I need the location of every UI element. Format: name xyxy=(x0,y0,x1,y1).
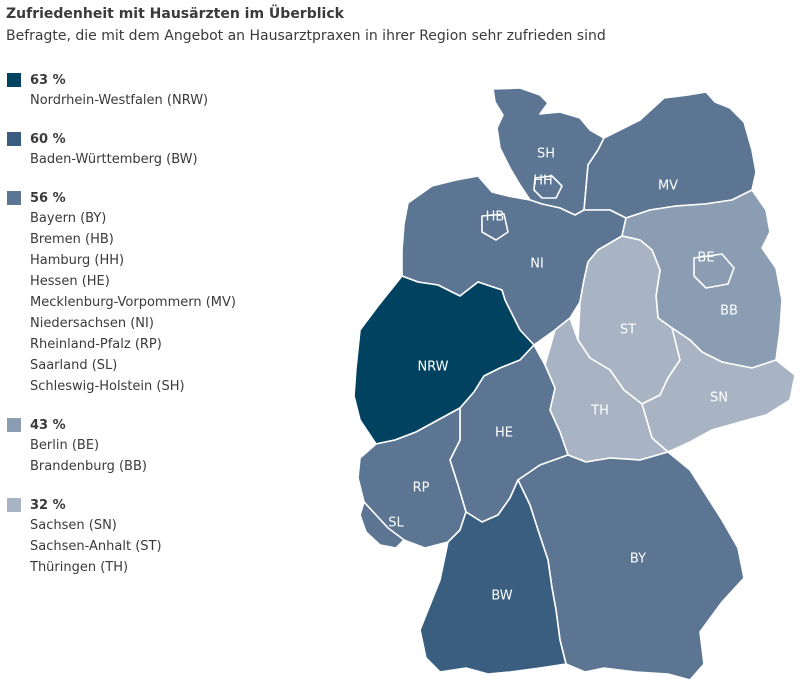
label-by: BY xyxy=(630,552,646,567)
legend-item: Baden-Württemberg (BW) xyxy=(30,152,198,167)
label-sn: SN xyxy=(710,391,728,406)
state-be xyxy=(693,253,735,289)
legend: 63 % Nordrhein-Westfalen (NRW) 60 % Bade… xyxy=(7,70,337,596)
label-hh: HH xyxy=(533,174,553,189)
legend-item: Nordrhein-Westfalen (NRW) xyxy=(30,93,209,108)
state-bw xyxy=(419,479,567,675)
legend-item: Berlin (BE) xyxy=(30,438,100,453)
legend-group-43: 43 % Berlin (BE) Brandenburg (BB) xyxy=(7,415,337,477)
legend-item: Thüringen (TH) xyxy=(30,560,129,575)
legend-group-60: 60 % Baden-Württemberg (BW) xyxy=(7,129,337,170)
label-sl: SL xyxy=(388,516,404,531)
legend-item: Sachsen-Anhalt (ST) xyxy=(30,539,162,554)
legend-percent: 63 % xyxy=(30,72,66,88)
legend-item: Bremen (HB) xyxy=(30,232,114,247)
label-bb: BB xyxy=(720,304,738,319)
legend-swatch xyxy=(7,73,21,87)
state-mv xyxy=(583,91,757,219)
legend-percent: 43 % xyxy=(30,417,66,433)
label-rp: RP xyxy=(413,481,430,496)
label-nrw: NRW xyxy=(417,360,448,375)
legend-item: Mecklenburg-Vorpommern (MV) xyxy=(30,295,236,310)
legend-percent: 60 % xyxy=(30,131,66,147)
label-be: BE xyxy=(697,251,714,266)
legend-item: Niedersachsen (NI) xyxy=(30,316,154,331)
state-sn xyxy=(641,327,796,453)
legend-group-32: 32 % Sachsen (SN) Sachsen-Anhalt (ST) Th… xyxy=(7,495,337,578)
label-ni: NI xyxy=(530,257,544,272)
legend-item: Rheinland-Pfalz (RP) xyxy=(30,337,162,352)
state-hb xyxy=(481,213,509,241)
legend-swatch xyxy=(7,191,21,205)
state-hh xyxy=(533,175,563,199)
legend-percent: 56 % xyxy=(30,190,66,206)
legend-swatch xyxy=(7,498,21,512)
legend-group-63: 63 % Nordrhein-Westfalen (NRW) xyxy=(7,70,337,111)
label-he: HE xyxy=(495,426,513,441)
legend-item: Sachsen (SN) xyxy=(30,518,117,533)
label-bw: BW xyxy=(491,589,512,604)
legend-item: Saarland (SL) xyxy=(30,358,118,373)
legend-item: Hessen (HE) xyxy=(30,274,110,289)
chart-subtitle: Befragte, die mit dem Angebot an Hausarz… xyxy=(6,28,606,44)
legend-swatch xyxy=(7,132,21,146)
label-th: TH xyxy=(590,404,609,419)
legend-item: Schleswig-Holstein (SH) xyxy=(30,379,185,394)
label-sh: SH xyxy=(537,147,555,162)
label-st: ST xyxy=(620,323,636,338)
legend-item: Brandenburg (BB) xyxy=(30,459,147,474)
state-sl xyxy=(359,501,405,549)
legend-item: Bayern (BY) xyxy=(30,211,107,226)
label-mv: MV xyxy=(658,179,678,194)
chart-title: Zufriedenheit mit Hausärzten im Überblic… xyxy=(6,6,344,22)
legend-item: Hamburg (HH) xyxy=(30,253,125,268)
label-hb: HB xyxy=(486,210,505,225)
legend-percent: 32 % xyxy=(30,497,66,513)
legend-swatch xyxy=(7,418,21,432)
legend-group-56: 56 % Bayern (BY) Bremen (HB) Hamburg (HH… xyxy=(7,188,337,397)
